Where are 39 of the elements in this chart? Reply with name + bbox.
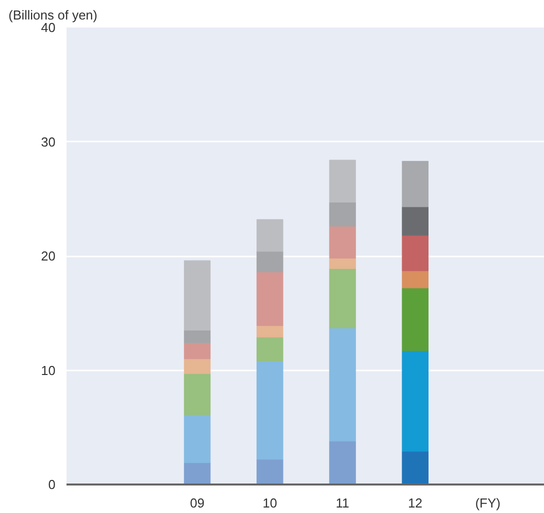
bar xyxy=(402,288,429,352)
y-tick-label: 0 xyxy=(48,477,56,492)
bar xyxy=(256,459,284,484)
bar xyxy=(184,342,211,360)
bar xyxy=(256,325,284,338)
y-tick-label: 20 xyxy=(41,248,56,264)
x-tick-label: 09 xyxy=(190,496,204,510)
y-tick-label: 10 xyxy=(41,362,56,378)
x-axis-title: (FY) xyxy=(475,496,500,510)
bar xyxy=(402,160,429,208)
bar xyxy=(402,270,429,288)
bar xyxy=(184,260,211,331)
bar xyxy=(256,336,284,362)
bar xyxy=(256,360,284,460)
bar xyxy=(256,219,284,252)
bar xyxy=(329,268,356,328)
bar xyxy=(184,330,211,344)
y-axis-title: (Billions of yen) xyxy=(8,8,98,22)
bar xyxy=(329,440,356,484)
bar xyxy=(402,235,429,272)
bar xyxy=(329,258,356,269)
bar xyxy=(402,350,429,452)
bar xyxy=(184,462,211,484)
bar xyxy=(329,160,356,203)
bar xyxy=(184,414,211,464)
x-tick-label: 10 xyxy=(262,496,278,510)
bar xyxy=(402,451,429,484)
bar xyxy=(184,373,211,416)
x-tick-label: 11 xyxy=(336,496,350,510)
bar xyxy=(402,206,429,236)
bar xyxy=(329,226,356,259)
bar xyxy=(329,202,356,227)
bar xyxy=(184,358,211,374)
bar xyxy=(256,251,284,272)
y-tick-label: 30 xyxy=(41,134,56,150)
x-tick-label: 12 xyxy=(408,496,422,510)
y-tick-label: 40 xyxy=(41,20,56,35)
bar xyxy=(329,328,356,442)
bar xyxy=(256,272,284,326)
